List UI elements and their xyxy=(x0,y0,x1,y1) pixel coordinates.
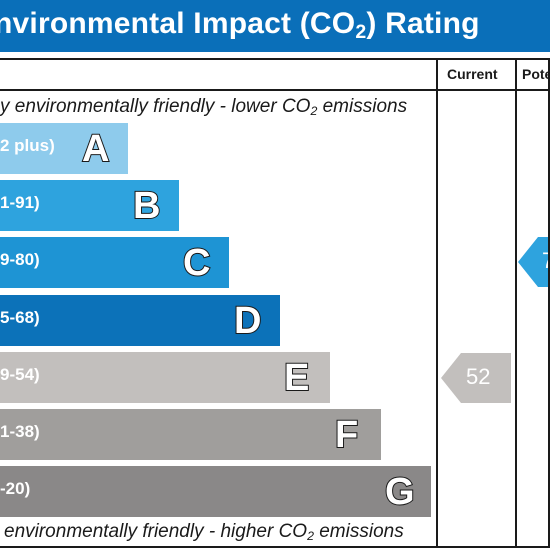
rating-table-frame xyxy=(0,58,550,548)
band-range-label: 9-80) xyxy=(0,250,40,269)
band-g: -20) G xyxy=(0,466,431,517)
current-arrow-shape xyxy=(441,353,511,403)
band-letter: C xyxy=(182,241,211,285)
band-range-label: -20) xyxy=(0,479,31,498)
current-column-divider xyxy=(436,58,438,548)
band-letter: F xyxy=(334,413,359,457)
current-rating-value: 52 xyxy=(466,364,491,389)
band-letter: D xyxy=(233,299,262,343)
band-letter: E xyxy=(283,356,310,400)
potential-arrow-shape xyxy=(518,237,548,287)
band-a: 2 plus) A xyxy=(0,123,128,174)
header-divider xyxy=(0,89,550,91)
potential-column-clip: 7 xyxy=(518,91,548,546)
band-letter: B xyxy=(132,184,161,228)
potential-column-divider xyxy=(515,58,517,548)
top-caption: y environmentally friendly - lower CO2 e… xyxy=(0,96,408,119)
band-d: 5-68) D xyxy=(0,295,280,346)
band-range-label: 9-54) xyxy=(0,365,40,384)
chart-title: nvironmental Impact (CO2) Rating xyxy=(0,7,480,43)
band-letter: A xyxy=(81,127,110,171)
band-c: 9-80) C xyxy=(0,237,229,288)
current-column-header: Current xyxy=(447,66,498,82)
band-range-label: 5-68) xyxy=(0,308,40,327)
band-b: 1-91) B xyxy=(0,180,179,231)
band-letter: G xyxy=(384,470,416,514)
band-range-label: 1-38) xyxy=(0,422,40,441)
band-range-label: 1-91) xyxy=(0,193,40,212)
band-range-label: 2 plus) xyxy=(0,136,55,155)
title-bar: nvironmental Impact (CO2) Rating xyxy=(0,0,550,52)
potential-column-header: Pote xyxy=(522,66,550,82)
band-e: 9-54) E xyxy=(0,352,330,403)
potential-rating-value: 7 xyxy=(542,248,548,274)
band-f: 1-38) F xyxy=(0,409,381,460)
bottom-caption: environmentally friendly - higher CO2 em… xyxy=(4,521,404,544)
